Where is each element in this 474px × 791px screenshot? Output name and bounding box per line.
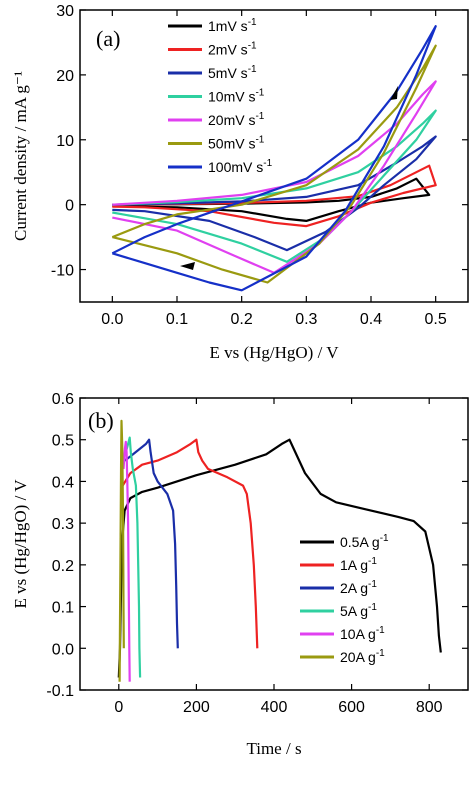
series-line: [112, 109, 437, 263]
y-tick-label: 0.5: [52, 433, 74, 450]
legend-label: 5A g-1: [340, 602, 377, 619]
series-line: [112, 177, 431, 222]
y-axis-title-a: Current density / mA g⁻¹: [11, 71, 30, 241]
series-line: [111, 25, 437, 292]
x-tick-label: 0.2: [231, 311, 253, 328]
x-tick-label: 600: [338, 699, 365, 716]
series-line: [112, 80, 437, 274]
cv-axis-ticks: 0.0 0.1 0.2 0.3 0.4 0.5 -10 0 10 20 30: [51, 3, 468, 328]
legend-label: 10mV s-1: [208, 88, 265, 105]
gcd-legend: 0.5A g-1 1A g-1 2A g-1 5A g-1 10A g-1 20A g-1: [300, 533, 389, 665]
x-axis-title-a: E vs (Hg/HgO) / V: [209, 343, 339, 362]
legend-label: 20mV s-1: [208, 111, 265, 128]
y-tick-label: 10: [56, 133, 74, 150]
y-tick-label: 0.0: [52, 641, 74, 658]
y-tick-label: -10: [51, 263, 74, 280]
scan-direction-arrow-left: [180, 262, 195, 270]
panel-label-b: (b): [88, 408, 114, 433]
series-line: [112, 135, 437, 252]
series-line: [111, 44, 437, 284]
x-tick-label: 0.0: [101, 311, 123, 328]
series-line: [118, 419, 125, 682]
cv-series-group: [111, 25, 437, 292]
gcd-axis-ticks: 0 200 400 600 800 -0.1 0.0 0.1 0.2 0.3 0.4 0.5 0.6: [46, 391, 468, 716]
x-tick-label: 0.1: [166, 311, 188, 328]
series-line: [122, 440, 131, 682]
legend-label: 1mV s-1: [208, 17, 257, 34]
legend-label: 100mV s-1: [208, 158, 273, 175]
legend-label: 2mV s-1: [208, 41, 257, 58]
legend-label: 0.5A g-1: [340, 533, 389, 550]
x-tick-label: 0.4: [360, 311, 382, 328]
y-tick-label: -0.1: [46, 683, 74, 700]
x-tick-label: 200: [183, 699, 210, 716]
y-tick-label: 20: [56, 68, 74, 85]
y-axis-title-b: E vs (Hg/HgO) / V: [11, 479, 30, 609]
gcd-panel: 0 200 400 600 800 -0.1 0.0 0.1 0.2 0.3 0.4 0.5 0.6 0…: [11, 391, 469, 758]
x-tick-label: 0: [114, 699, 123, 716]
series-line: [123, 438, 179, 649]
x-tick-label: 800: [416, 699, 443, 716]
series-line: [117, 438, 442, 678]
legend-label: 5mV s-1: [208, 64, 257, 81]
y-tick-label: 0.2: [52, 558, 74, 575]
gcd-series-group: [117, 419, 442, 682]
plot-frame-a: [79, 9, 469, 303]
legend-label: 2A g-1: [340, 579, 377, 596]
y-tick-label: 0.3: [52, 516, 74, 533]
legend-label: 50mV s-1: [208, 135, 265, 152]
legend-label: 10A g-1: [340, 625, 385, 642]
y-tick-label: 30: [56, 3, 74, 20]
x-tick-label: 0.3: [295, 311, 317, 328]
y-tick-label: 0: [65, 198, 74, 215]
y-tick-label: 0.6: [52, 391, 74, 408]
y-tick-label: 0.4: [52, 474, 74, 491]
legend-label: 20A g-1: [340, 648, 385, 665]
series-line: [121, 438, 259, 649]
x-tick-label: 400: [261, 699, 288, 716]
x-axis-title-b: Time / s: [246, 739, 301, 758]
scan-direction-arrow-up: [390, 86, 398, 100]
series-line: [124, 436, 142, 678]
series-line: [112, 164, 437, 228]
panel-label-a: (a): [96, 26, 120, 51]
cv-legend: 1mV s-1 2mV s-1 5mV s-1 10mV s-1 20mV s-1 50m…: [168, 17, 273, 175]
x-tick-label: 0.5: [425, 311, 447, 328]
legend-label: 1A g-1: [340, 556, 377, 573]
y-tick-label: 0.1: [52, 600, 74, 617]
cv-panel: 0.0 0.1 0.2 0.3 0.4 0.5 -10 0 10 20 30 1mV s-1 2mV …: [11, 3, 469, 362]
